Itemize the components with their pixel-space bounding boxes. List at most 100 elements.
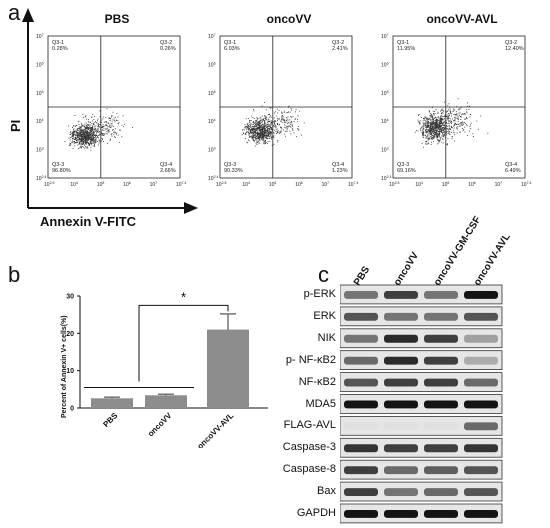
blot-strip — [340, 459, 503, 480]
panel-label-a: a — [8, 0, 21, 25]
blot-band — [384, 510, 418, 518]
blot-band — [384, 291, 418, 299]
blot-band — [424, 291, 458, 299]
blot-strip — [340, 415, 503, 436]
blot-band — [464, 356, 498, 365]
x-tick-label: 107 — [322, 181, 330, 188]
blot-band — [384, 444, 418, 453]
x-tick-label: 106 — [123, 181, 131, 188]
blot-band — [464, 291, 498, 299]
x-tick-label: 107.4 — [521, 181, 531, 188]
y-tick-label: 102.4 — [208, 175, 218, 182]
western-row-label: ERK — [313, 309, 336, 322]
western-row-label: Bax — [317, 485, 336, 498]
quadrant-name: Q3-3 — [52, 162, 64, 168]
blot-strip — [340, 328, 503, 349]
x-tick-label: 107.4 — [348, 181, 358, 188]
blot-band — [344, 291, 378, 299]
quadrant-percent: 1.23% — [332, 168, 348, 174]
blot-band — [344, 488, 378, 496]
western-row-1 — [340, 306, 503, 327]
y-tick-label: 107 — [36, 33, 44, 40]
western-row-10 — [340, 503, 503, 524]
western-row-label: MDA5 — [305, 397, 336, 410]
y-tick-label: 107 — [208, 33, 216, 40]
x-tick-label: 106 — [295, 181, 303, 188]
blot-strip — [340, 284, 503, 305]
western-row-label: NIK — [317, 331, 336, 344]
blot-band — [384, 422, 418, 431]
blot-band — [344, 356, 378, 365]
western-row-label: NF-κB2 — [298, 375, 336, 388]
western-row-5 — [340, 394, 503, 414]
quadrant-name: Q3-4 — [332, 162, 344, 168]
blot-strip — [340, 503, 503, 524]
blot-band — [344, 444, 378, 453]
y-tick-label: 104 — [208, 118, 216, 125]
x-tick-label: 104 — [70, 181, 78, 188]
significance-bracket — [138, 304, 229, 382]
x-tick-label: 107 — [150, 181, 158, 188]
western-blot — [340, 284, 503, 524]
y-tick-label: 103 — [36, 147, 44, 154]
quadrant-percent: 96.80% — [52, 168, 71, 174]
quadrant-percent: 12.40% — [505, 46, 524, 52]
x-tick-label: 102.5 — [389, 181, 399, 188]
y-tick-label: 102.4 — [36, 175, 46, 182]
blot-band — [424, 312, 458, 321]
quadrant-percent: 0.28% — [52, 46, 68, 52]
western-row-0 — [340, 284, 503, 305]
quadrant-percent: 6.49% — [505, 168, 521, 174]
x-tick-label: 104 — [242, 181, 250, 188]
western-row-label: p- NF-κB2 — [285, 353, 336, 366]
x-tick-label: 105 — [442, 181, 450, 188]
bar-oncoVV — [145, 395, 187, 408]
panel-label-b: b — [8, 262, 21, 287]
bar-category-label: oncoVV — [146, 411, 174, 439]
y-tick-label: 106 — [381, 61, 389, 68]
blot-band — [464, 378, 498, 387]
western-row-4 — [340, 372, 503, 392]
quadrant-percent: 11.95% — [397, 46, 415, 52]
quadrant-name: Q3-1 — [224, 40, 236, 46]
blot-band — [344, 378, 378, 387]
flow-plot-0: Q3-10.28% Q3-20.26% Q3-396.80% Q3-42.66% 102… — [36, 33, 186, 188]
quadrant-name: Q3-3 — [397, 162, 409, 168]
quadrant-name: Q3-4 — [160, 162, 172, 168]
flow-plot-title-pbs: PBS — [104, 12, 130, 26]
quadrant-percent: 90.33% — [224, 168, 243, 174]
bar-PBS — [91, 398, 133, 408]
western-row-label: Caspase-3 — [282, 441, 336, 454]
blot-band — [424, 510, 458, 518]
blot-strip — [340, 306, 503, 327]
western-row-label: GAPDH — [296, 507, 336, 519]
blot-band — [344, 312, 378, 321]
blot-band — [384, 378, 418, 387]
blot-strip — [340, 481, 503, 502]
y-tick-label: 102.4 — [381, 175, 391, 182]
y-tick-label: 105 — [208, 90, 216, 97]
bar-y-tick-label: 30 — [66, 294, 74, 301]
quadrant-name: Q3-2 — [505, 40, 517, 46]
western-row-8 — [340, 459, 503, 480]
y-tick-label: 105 — [36, 90, 44, 97]
blot-band — [344, 466, 378, 475]
blot-band — [424, 400, 458, 409]
blot-band — [344, 334, 378, 343]
y-tick-label: 106 — [208, 61, 216, 68]
flow-plot-1: Q3-16.03% Q3-22.41% Q3-390.33% Q3-41.23% 102… — [208, 33, 358, 188]
y-tick-label: 103 — [381, 147, 389, 154]
western-row-3 — [340, 350, 503, 370]
quadrant-percent: 6.03% — [224, 46, 240, 52]
blot-strip — [340, 350, 503, 370]
blot-strip — [340, 394, 503, 414]
x-tick-label: 105 — [269, 181, 277, 188]
x-tick-label: 106 — [468, 181, 476, 188]
quadrant-percent: 0.26% — [160, 46, 176, 52]
western-row-2 — [340, 328, 503, 349]
bar-y-axis-label: Percent of Annexin V+ cells(%) — [61, 315, 68, 418]
bar-y-tick-label: 10 — [66, 368, 74, 375]
blot-band — [384, 356, 418, 365]
western-row-label: Caspase-8 — [282, 463, 336, 476]
x-tick-label: 102.5 — [216, 181, 226, 188]
